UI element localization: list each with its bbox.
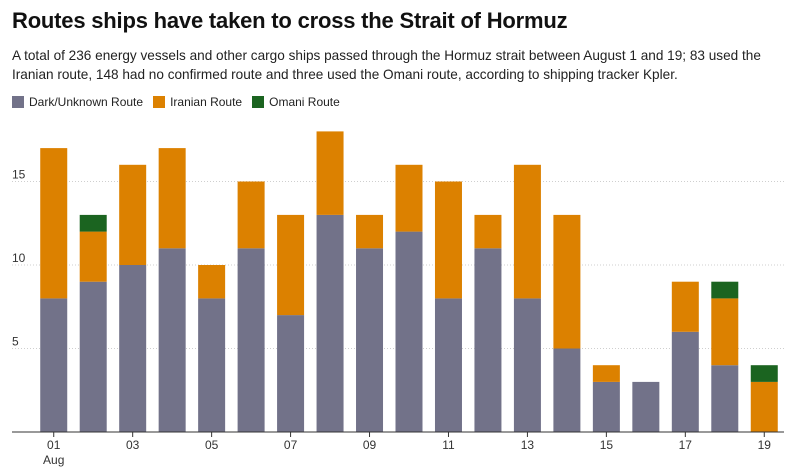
legend-label-dark-unknown: Dark/Unknown Route bbox=[29, 95, 144, 109]
bar-17-iranian-route bbox=[671, 281, 699, 332]
legend: Dark/Unknown Route Iranian Route Omani R… bbox=[12, 95, 350, 109]
bar-04-iranian-route bbox=[158, 148, 186, 249]
bar-08-iranian-route bbox=[316, 131, 344, 215]
bar-02-dark-unknown-route bbox=[79, 281, 107, 432]
bar-01-dark-unknown-route bbox=[40, 298, 68, 432]
y-tick-label-15: 15 bbox=[12, 168, 26, 182]
legend-item-omani: Omani Route bbox=[252, 95, 340, 109]
bar-09-iranian-route bbox=[356, 214, 384, 249]
x-tick-label-15: 15 bbox=[600, 438, 614, 452]
bar-10-iranian-route bbox=[395, 164, 423, 232]
legend-item-iranian: Iranian Route bbox=[153, 95, 242, 109]
x-month-label: Aug bbox=[43, 453, 64, 467]
legend-swatch-iranian bbox=[153, 96, 166, 108]
legend-swatch-omani bbox=[252, 96, 265, 108]
y-tick-label-10: 10 bbox=[12, 251, 26, 265]
bar-15-dark-unknown-route bbox=[592, 381, 620, 432]
bar-18-omani-route bbox=[711, 281, 739, 299]
chart-title: Routes ships have taken to cross the Str… bbox=[12, 8, 568, 33]
bar-19-iranian-route bbox=[750, 381, 778, 432]
x-tick-label-09: 09 bbox=[363, 438, 377, 452]
legend-swatch-dark-unknown bbox=[12, 96, 24, 108]
bar-12-dark-unknown-route bbox=[474, 248, 502, 432]
bar-02-iranian-route bbox=[79, 231, 107, 282]
bar-08-dark-unknown-route bbox=[316, 214, 344, 432]
bar-15-iranian-route bbox=[592, 365, 620, 382]
x-tick-label-11: 11 bbox=[442, 438, 455, 452]
x-tick-label-13: 13 bbox=[521, 438, 535, 452]
bar-09-dark-unknown-route bbox=[356, 248, 384, 432]
x-tick-label-17: 17 bbox=[679, 438, 693, 452]
bar-03-iranian-route bbox=[119, 164, 147, 265]
x-tick-label-03: 03 bbox=[126, 438, 140, 452]
x-tick-label-01: 01 bbox=[47, 438, 61, 452]
bar-04-dark-unknown-route bbox=[158, 248, 186, 432]
x-tick-label-05: 05 bbox=[205, 438, 219, 452]
bar-07-dark-unknown-route bbox=[277, 315, 305, 432]
y-tick-label-5: 5 bbox=[12, 335, 19, 349]
bar-16-dark-unknown-route bbox=[632, 381, 660, 432]
bar-06-iranian-route bbox=[237, 181, 265, 249]
chart-subtitle: A total of 236 energy vessels and other … bbox=[12, 48, 761, 82]
bar-14-dark-unknown-route bbox=[553, 348, 581, 432]
bar-05-dark-unknown-route bbox=[198, 298, 226, 432]
bar-03-dark-unknown-route bbox=[119, 265, 147, 432]
bar-17-dark-unknown-route bbox=[671, 331, 699, 432]
bar-12-iranian-route bbox=[474, 214, 502, 249]
legend-label-omani: Omani Route bbox=[269, 95, 340, 109]
legend-item-dark-unknown: Dark/Unknown Route bbox=[12, 95, 143, 109]
bar-13-iranian-route bbox=[513, 164, 541, 299]
legend-label-iranian: Iranian Route bbox=[170, 95, 243, 109]
bar-11-dark-unknown-route bbox=[434, 298, 462, 432]
bar-19-omani-route bbox=[750, 365, 778, 382]
bar-14-iranian-route bbox=[553, 214, 581, 349]
x-tick-label-07: 07 bbox=[284, 438, 298, 452]
bar-07-iranian-route bbox=[277, 214, 305, 316]
bar-10-dark-unknown-route bbox=[395, 231, 423, 432]
bar-02-omani-route bbox=[79, 214, 107, 232]
bar-11-iranian-route bbox=[434, 181, 462, 299]
bar-01-iranian-route bbox=[40, 148, 68, 299]
bar-18-iranian-route bbox=[711, 298, 739, 366]
bar-18-dark-unknown-route bbox=[711, 365, 739, 432]
bar-05-iranian-route bbox=[198, 265, 226, 299]
bar-06-dark-unknown-route bbox=[237, 248, 265, 432]
x-tick-label-19: 19 bbox=[758, 438, 772, 452]
bar-13-dark-unknown-route bbox=[513, 298, 541, 432]
